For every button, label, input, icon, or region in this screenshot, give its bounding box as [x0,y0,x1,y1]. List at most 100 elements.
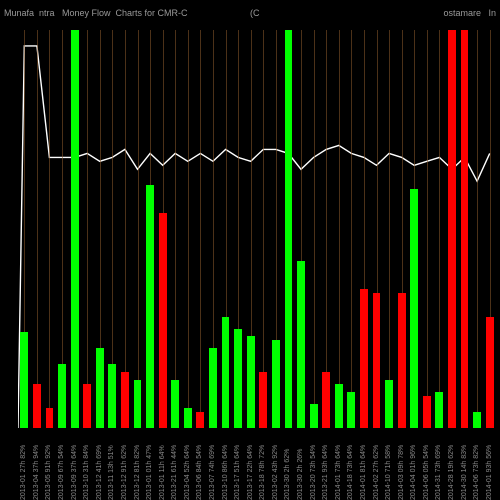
x-axis-label: 2013-06 84h 54% [196,445,203,500]
bar [272,340,280,428]
x-axis-label: 2013-01 11h 64% [159,445,166,500]
x-axis-label: 2013-02 43h 92% [272,445,279,500]
x-axis-label: 2014-02 27h 62% [373,445,380,500]
bar [96,348,104,428]
x-axis-label: 2013-09 67h 54% [58,445,65,500]
grid-line [439,30,440,428]
x-axis-label: 2014-31 73h 69% [435,445,442,500]
x-axis-label: 2013-10 86h 64% [222,445,229,500]
money-flow-chart: Munafa ntra Money Flow Charts for CMR-C … [0,0,500,500]
x-axis-label: 2013-20 73h 54% [310,445,317,500]
x-axis-label: 2013-18 78h 72% [259,445,266,500]
bar [435,392,443,428]
grid-line [263,30,264,428]
x-axis-label: 2013-17 51h 64% [234,445,241,500]
bar [159,213,167,428]
bar [259,372,267,428]
x-axis-label: 2013-04 52h 64% [184,445,191,500]
x-axis-label: 2014-28 19h 62% [448,445,455,500]
bar [285,30,293,428]
bar [335,384,343,428]
bar [385,380,393,428]
bar [196,412,204,428]
x-axis-label: 2013-21 93h 64% [322,445,329,500]
grid-line [427,30,428,428]
bar [234,329,242,429]
bar [486,317,494,428]
bar [71,30,79,428]
bar [297,261,305,428]
grid-line [477,30,478,428]
bar [171,380,179,428]
x-axis-label: 2014-01 73h 64% [335,445,342,500]
bar [310,404,318,428]
bar [373,293,381,428]
x-axis-label: 2014-04 01h 96% [410,445,417,500]
x-axis-label: 2014-10 71h 58% [385,445,392,500]
grid-line [87,30,88,428]
bar [184,408,192,428]
x-axis-label: 2013-12 81h 82% [134,445,141,500]
x-axis-label: 2013-21 61h 44% [171,445,178,500]
x-axis-label: 2013-01 01h 47% [146,445,153,500]
grid-line [314,30,315,428]
bar [58,364,66,428]
bar [410,189,418,428]
bar [360,289,368,428]
x-axis-label: 2014-01 93h 56% [486,445,493,500]
bar [247,336,255,428]
bar [209,348,217,428]
x-axis-label: 2014-06 05h 54% [423,445,430,500]
bar [134,380,142,428]
x-axis-label: 2014-30 14h 83% [461,445,468,500]
grid-line [175,30,176,428]
x-axis-labels: 2013-01 27h 82% 2013-04 37h 94% 2013-05 91… [18,430,496,500]
bar [33,384,41,428]
x-axis-label: 2013-17 22h 64% [247,445,254,500]
x-axis-label: 2013-30 2h 62% [284,449,291,500]
grid-line [49,30,50,428]
bar [448,30,456,428]
x-axis-label: 2014-18 73h 64% [347,445,354,500]
x-axis-label: 2014-06 73h 82% [473,445,480,500]
x-axis-label: 2013-12 41h 69% [96,445,103,500]
grid-line [389,30,390,428]
bar [461,30,469,428]
grid-line [200,30,201,428]
grid-line [37,30,38,428]
grid-line [188,30,189,428]
bar [20,332,28,428]
bar [146,185,154,428]
x-axis-label: 2013-10 31h 84% [83,445,90,500]
x-axis-label: 2013-09 37h 64% [71,445,78,500]
grid-line [351,30,352,428]
bar [347,392,355,428]
x-axis-label: 2013-04 37h 94% [33,445,40,500]
plot-area [18,30,496,428]
x-axis-label: 2014-03 09h 78% [398,445,405,500]
grid-line [125,30,126,428]
x-axis-label: 2013-05 91h 92% [45,445,52,500]
bar [473,412,481,428]
x-axis-label: 2013-07 74h 69% [209,445,216,500]
bar [398,293,406,428]
bar [108,364,116,428]
bar [322,372,330,428]
grid-line [326,30,327,428]
grid-line [138,30,139,428]
bar [46,408,54,428]
bar [83,384,91,428]
chart-title-right: ostamare In [443,8,496,18]
x-axis-label: 2013-30 2h 26% [297,449,304,500]
trend-line [18,30,496,428]
x-axis-label: 2013-01 27h 82% [20,445,27,500]
chart-title-bar: Munafa ntra Money Flow Charts for CMR-C … [0,4,500,22]
x-axis-label: 2013-12 91h 62% [121,445,128,500]
chart-title-mid: (C [250,8,260,18]
grid-line [339,30,340,428]
bar [222,317,230,428]
bar [121,372,129,428]
x-axis-label: 2013-11 13h 51% [108,445,115,500]
bar [423,396,431,428]
x-axis-label: 2014-01 81h 64% [360,445,367,500]
